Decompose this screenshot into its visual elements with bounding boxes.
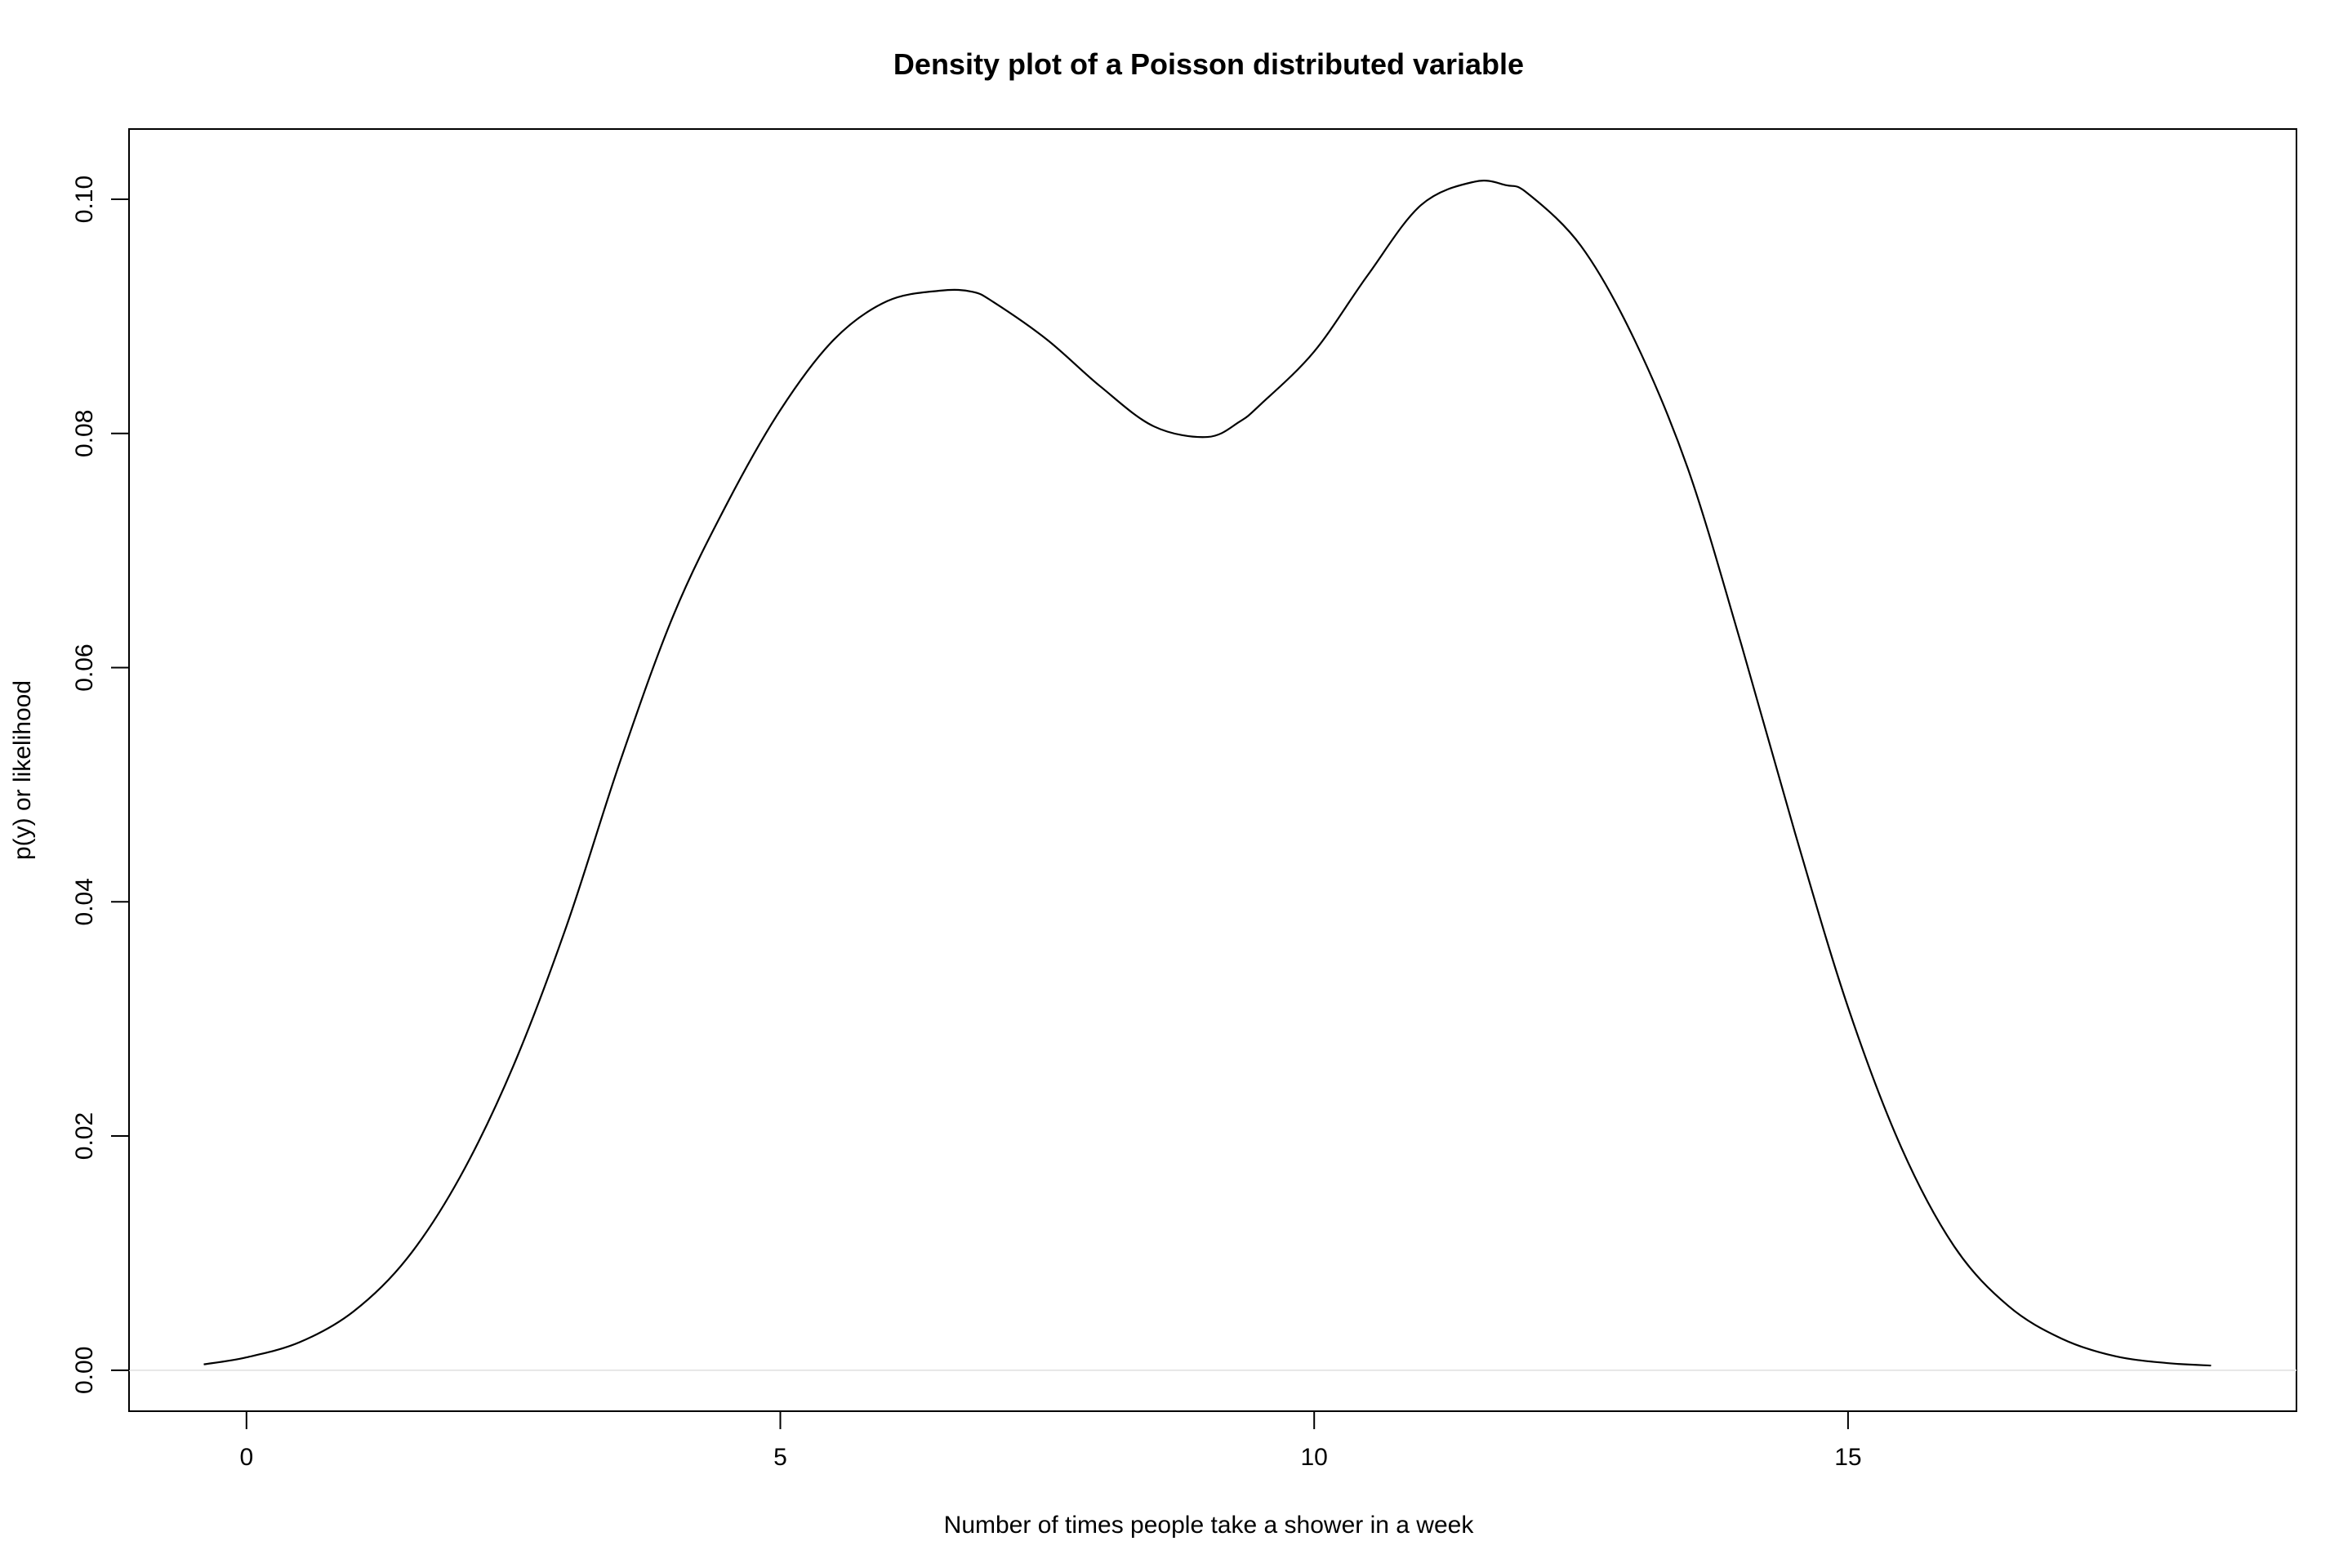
y-tick-label: 0.04 [71,878,98,925]
x-tick-label: 15 [1834,1444,1861,1471]
plot-frame [128,128,2297,1412]
x-tick-label: 0 [239,1444,253,1471]
y-axis-label: p(y) or likelihood [9,680,36,860]
x-axis: 0 5 10 15 [239,1410,1862,1471]
x-tick-label: 5 [773,1444,787,1471]
x-axis-label: Number of times people take a shower in … [944,1512,1475,1539]
y-axis: 0.00 0.02 0.04 0.06 0.08 0.10 [71,176,130,1394]
y-tick-label: 0.08 [71,410,98,457]
y-tick-label: 0.02 [71,1112,98,1160]
y-tick-label: 0.06 [71,644,98,691]
x-tick-label: 10 [1301,1444,1328,1471]
y-tick-label: 0.00 [71,1347,98,1394]
density-curve [203,180,2212,1367]
chart-title: Density plot of a Poisson distributed va… [893,47,1524,81]
y-tick-label: 0.10 [71,176,98,223]
